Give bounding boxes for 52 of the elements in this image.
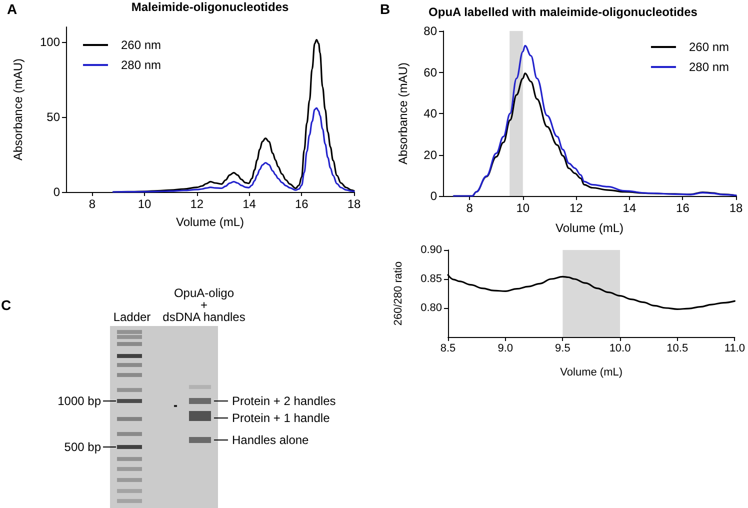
x-tick-label: 12: [570, 201, 584, 215]
y-axis-title: 260/280 ratio: [392, 261, 404, 326]
y-tick-label: 0.80: [420, 302, 442, 314]
y-tick-label: 40: [424, 106, 438, 120]
y-axis-title: Absorbance (mAU): [396, 62, 410, 165]
x-tick-label: 8: [466, 201, 474, 215]
y-tick-label: 20: [424, 148, 438, 162]
x-tick-label: 16: [294, 197, 309, 211]
x-tick-label: 10: [138, 197, 152, 211]
text: A: [7, 1, 18, 17]
y-tick-label: 0.90: [420, 244, 442, 256]
x-tick-label: 18: [347, 197, 361, 211]
x-tick-label: 8: [88, 197, 96, 211]
x-tick-label: 11.0: [724, 342, 745, 354]
text: C: [1, 297, 12, 313]
y-tick-label: 0: [53, 185, 60, 199]
x-tick-label: 12: [190, 197, 204, 211]
y-tick-label: 0.85: [420, 273, 442, 285]
x-tick-label: 18: [729, 201, 743, 215]
y-tick-label: 0: [430, 189, 438, 203]
chart-title: OpuA labelled with maleimide-oligonucleotides: [428, 5, 698, 19]
x-tick-label: 9.0: [498, 342, 513, 354]
legend-label: 280 nm: [688, 60, 730, 74]
y-tick-label: 80: [424, 24, 438, 38]
legend-label: 260 nm: [121, 38, 162, 52]
legend-label: 260 nm: [688, 40, 730, 54]
text: B: [380, 1, 390, 17]
legend-label: 280 nm: [121, 58, 162, 72]
x-axis-title: Volume (mL): [560, 366, 623, 378]
y-axis-title: Absorbance (mAU): [11, 58, 25, 161]
text: Protein + 2 handles: [232, 394, 336, 408]
x-tick-label: 8.5: [440, 342, 456, 354]
x-tick-label: 14: [622, 201, 636, 215]
text: Protein + 1 handle: [232, 411, 330, 425]
x-axis-title: Volume (mL): [176, 215, 244, 229]
x-tick-label: 10.0: [609, 342, 631, 354]
y-tick-label: 60: [424, 65, 438, 80]
text: OpuA-oligo + dsDNA handles: [162, 286, 246, 324]
x-tick-label: 9.5: [555, 342, 570, 354]
text: 1000 bp: [58, 394, 102, 408]
x-axis-title: Volume (mL): [555, 221, 624, 235]
x-tick-label: 16: [676, 201, 690, 215]
x-tick-label: 14: [242, 197, 256, 211]
line-series: [112, 107, 355, 193]
y-tick-label: 100: [40, 35, 60, 49]
text: 500 bp: [64, 440, 102, 454]
x-tick-label: 10.5: [666, 342, 688, 354]
chart-title: Maleimide-oligonucleotides: [131, 0, 289, 14]
y-tick-label: 50: [46, 110, 60, 124]
text: Ladder: [113, 310, 151, 324]
text: Handles alone: [232, 433, 310, 447]
x-tick-label: 10: [516, 201, 530, 215]
